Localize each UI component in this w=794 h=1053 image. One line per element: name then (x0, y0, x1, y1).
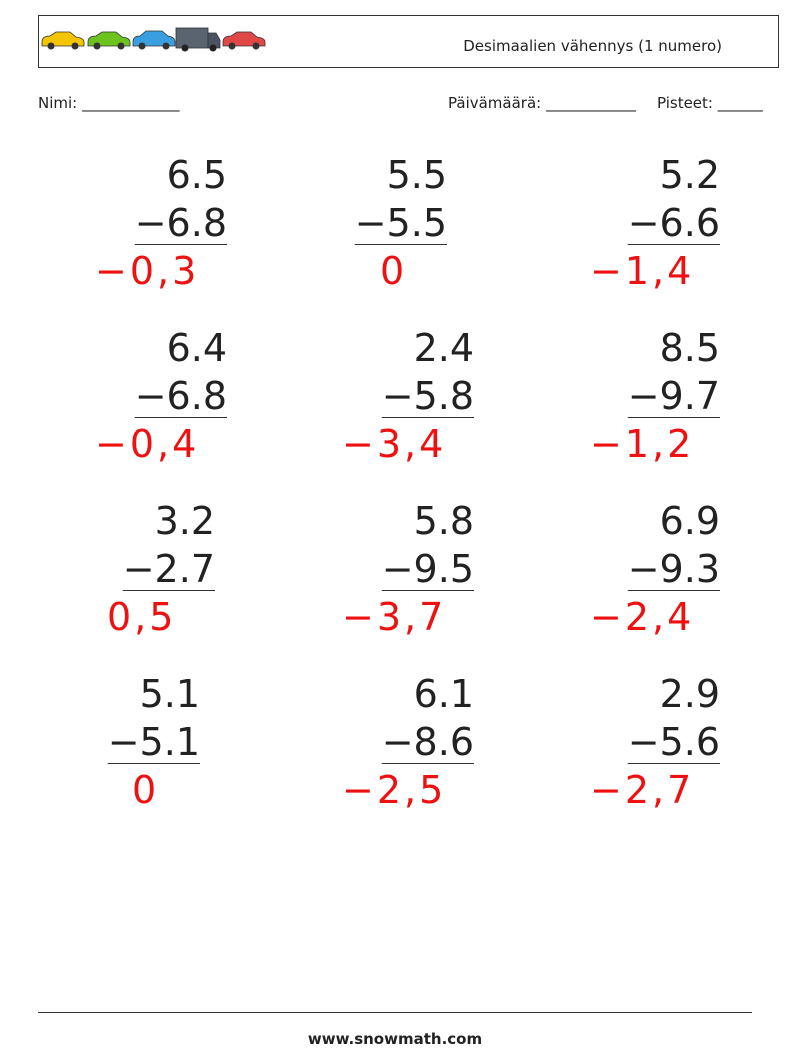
subtrahend: −9.3 (628, 547, 720, 591)
minuend: 2.4 (414, 326, 474, 370)
header-box (38, 15, 779, 68)
answer: −2,4 (590, 595, 694, 639)
minuend: 5.8 (414, 499, 474, 543)
answer: −2,7 (590, 768, 694, 812)
score-field: Pisteet: ______ (657, 94, 763, 113)
minuend: 5.5 (387, 153, 447, 197)
subtrahend: −6.8 (135, 201, 227, 245)
answer: −3,4 (342, 422, 446, 466)
subtrahend: −2.7 (123, 547, 215, 591)
car-icons (41, 27, 266, 52)
answer: −2,5 (342, 768, 446, 812)
name-field: Nimi: _____________ (38, 94, 180, 113)
answer: −0,4 (95, 422, 199, 466)
minuend: 5.1 (140, 672, 200, 716)
answer: −0,3 (95, 249, 199, 293)
subtrahend: −5.8 (382, 374, 474, 418)
subtrahend: −9.5 (382, 547, 474, 591)
date-field: Päivämäärä: ____________ (448, 94, 636, 113)
minuend: 5.2 (660, 153, 720, 197)
answer: 0 (380, 249, 407, 293)
minuend: 6.4 (167, 326, 227, 370)
answer: 0,5 (107, 595, 176, 639)
minuend: 6.1 (414, 672, 474, 716)
subtrahend: −8.6 (382, 720, 474, 764)
answer: −1,2 (590, 422, 694, 466)
subtrahend: −6.6 (628, 201, 720, 245)
minuend: 6.5 (167, 153, 227, 197)
subtrahend: −5.1 (108, 720, 200, 764)
minuend: 3.2 (155, 499, 215, 543)
subtrahend: −5.6 (628, 720, 720, 764)
footer-url: www.snowmath.com (308, 1030, 482, 1048)
subtrahend: −9.7 (628, 374, 720, 418)
worksheet-title: Desimaalien vähennys (1 numero) (463, 37, 722, 55)
answer: −3,7 (342, 595, 446, 639)
subtrahend: −5.5 (355, 201, 447, 245)
answer: −1,4 (590, 249, 694, 293)
subtrahend: −6.8 (135, 374, 227, 418)
answer: 0 (132, 768, 159, 812)
minuend: 2.9 (660, 672, 720, 716)
minuend: 8.5 (660, 326, 720, 370)
minuend: 6.9 (660, 499, 720, 543)
